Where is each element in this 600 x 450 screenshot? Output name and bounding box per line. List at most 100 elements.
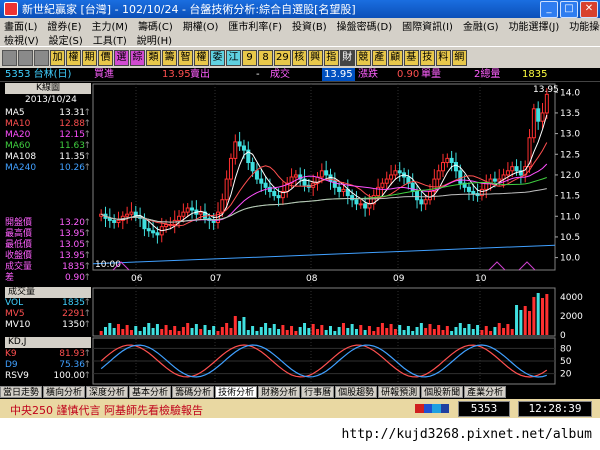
menu-item[interactable]: 檢視(V) bbox=[4, 35, 39, 47]
volume-bar bbox=[437, 325, 441, 335]
toolbar-button[interactable]: 江 bbox=[226, 50, 241, 66]
volume-bar bbox=[220, 327, 224, 335]
toolbar-button[interactable]: 29 bbox=[274, 50, 291, 66]
arrow-icon: ↑ bbox=[83, 229, 91, 239]
toolbar-button[interactable]: 權 bbox=[194, 50, 209, 66]
menu-item[interactable]: 籌碼(C) bbox=[137, 21, 173, 33]
toolbar-button[interactable]: 競 bbox=[355, 50, 371, 66]
volume-bar bbox=[173, 326, 177, 335]
menu-item[interactable]: 主力(M) bbox=[91, 21, 128, 33]
menu-item[interactable]: 證券(E) bbox=[47, 21, 82, 33]
volume-bar bbox=[225, 323, 229, 335]
menu-item[interactable]: 國際資訊(I) bbox=[402, 21, 453, 33]
menu-item[interactable]: 匯市利率(F) bbox=[228, 21, 282, 33]
toolbar-button[interactable]: 財 bbox=[339, 50, 355, 66]
tab-item[interactable]: 技術分析 bbox=[215, 386, 258, 398]
volume-bar bbox=[160, 329, 164, 335]
maximize-icon[interactable]: □ bbox=[560, 1, 578, 18]
candle-body bbox=[116, 219, 121, 223]
toolbar-button[interactable]: 指 bbox=[323, 50, 339, 66]
tab-item[interactable]: 籌碼分析 bbox=[172, 386, 215, 398]
kd-value: 81.93 bbox=[59, 349, 85, 359]
candle-body bbox=[419, 199, 424, 205]
grid-icon[interactable] bbox=[18, 50, 33, 66]
toolbar-button[interactable]: 料 bbox=[435, 50, 451, 66]
chart-icon[interactable] bbox=[2, 50, 17, 66]
window-icon[interactable] bbox=[34, 50, 49, 66]
toolbar-button[interactable]: 網 bbox=[451, 50, 467, 66]
minimize-icon[interactable]: _ bbox=[540, 1, 558, 18]
candle-body bbox=[107, 217, 112, 221]
watermark-url: http://kujd3268.pixnet.net/album bbox=[341, 427, 592, 442]
stock-code-field[interactable]: 5353 bbox=[458, 401, 510, 417]
volume-bar bbox=[272, 324, 276, 335]
tab-item[interactable]: 研報預測 bbox=[378, 386, 421, 398]
volume-bar bbox=[307, 328, 311, 335]
volume-row: MV5 2291 ↑ bbox=[5, 309, 91, 320]
y-tick-label: 13.0 bbox=[560, 130, 580, 140]
ohlc-row: 最低價 13.05 ↑ bbox=[5, 240, 91, 251]
menu-item[interactable]: 設定(S) bbox=[48, 35, 83, 47]
tab-item[interactable]: 行事曆 bbox=[301, 386, 335, 398]
tab-item[interactable]: 個股新聞 bbox=[421, 386, 464, 398]
menu-item[interactable]: 工具(T) bbox=[92, 35, 127, 47]
toolbar-button[interactable]: 期 bbox=[82, 50, 97, 66]
tab-item[interactable]: 基本分析 bbox=[129, 386, 172, 398]
toolbar-button[interactable]: 顧 bbox=[387, 50, 403, 66]
toolbar-button[interactable]: 核 bbox=[291, 50, 307, 66]
toolbar-button[interactable]: 權 bbox=[66, 50, 81, 66]
volume-axis-label: 2000 bbox=[560, 312, 583, 322]
ma-label: MA240 bbox=[5, 163, 37, 173]
close-icon[interactable]: ✕ bbox=[580, 1, 598, 18]
volume-bar bbox=[398, 325, 402, 335]
tab-item[interactable]: 當日走勢 bbox=[0, 386, 43, 398]
candle-body bbox=[466, 186, 471, 192]
chart-date: 2013/10/24 bbox=[25, 95, 77, 105]
kd-axis-label: 20 bbox=[560, 370, 572, 380]
toolbar-button[interactable]: 加 bbox=[50, 50, 65, 66]
toolbar-button[interactable]: 委 bbox=[210, 50, 225, 66]
candle-body bbox=[531, 108, 536, 139]
toolbar-button[interactable]: 類 bbox=[146, 50, 161, 66]
ohlc-row: 最高價 13.95 ↑ bbox=[5, 229, 91, 240]
tab-item[interactable]: 個股趨勢 bbox=[335, 386, 378, 398]
toolbar-button[interactable]: 選 bbox=[114, 50, 129, 66]
menu-item[interactable]: 說明(H) bbox=[136, 35, 173, 47]
tab-item[interactable]: 產業分析 bbox=[464, 386, 507, 398]
toolbar-button[interactable]: 產 bbox=[371, 50, 387, 66]
y-tick-label: 12.0 bbox=[560, 171, 580, 181]
volume-bar bbox=[372, 331, 376, 335]
kd-label: D9 bbox=[5, 360, 18, 370]
chart-area[interactable]: 14.013.513.012.512.011.511.010.510.006 07… bbox=[0, 0, 600, 386]
candle-body bbox=[263, 182, 268, 188]
toolbar-button[interactable]: 智 bbox=[178, 50, 193, 66]
toolbar-button[interactable]: 8 bbox=[258, 50, 273, 66]
volume-bar bbox=[190, 328, 194, 335]
menu-item[interactable]: 投資(B) bbox=[291, 21, 327, 33]
volume-bar bbox=[285, 330, 289, 335]
menu-item[interactable]: 畫面(L) bbox=[4, 21, 38, 33]
toolbar-button[interactable]: 籌 bbox=[162, 50, 177, 66]
menu-item[interactable]: 功能操作(P) bbox=[569, 21, 600, 33]
tab-item[interactable]: 財務分析 bbox=[258, 386, 301, 398]
volume-bar bbox=[515, 305, 519, 335]
menu-item[interactable]: 金融(G) bbox=[462, 21, 499, 33]
tab-item[interactable]: 深度分析 bbox=[86, 386, 129, 398]
toolbar-button[interactable]: 9 bbox=[242, 50, 257, 66]
candle-body bbox=[289, 176, 294, 184]
toolbar-button[interactable]: 興 bbox=[307, 50, 323, 66]
ma-label: MA5 bbox=[5, 108, 25, 118]
toolbar-button[interactable]: 基 bbox=[403, 50, 419, 66]
volume-bar bbox=[424, 328, 428, 335]
toolbar-button[interactable]: 技 bbox=[419, 50, 435, 66]
toolbar-button[interactable]: 綜 bbox=[130, 50, 145, 66]
toolbar-button[interactable]: 價 bbox=[98, 50, 113, 66]
menu-item[interactable]: 功能選擇(J) bbox=[508, 21, 560, 33]
kline-button[interactable]: K線圖 bbox=[5, 83, 91, 94]
arrow-icon: ↑ bbox=[83, 262, 91, 272]
tab-item[interactable]: 橫向分析 bbox=[43, 386, 86, 398]
menu-item[interactable]: 操盤密碼(D) bbox=[336, 21, 393, 33]
menu-item[interactable]: 期權(O) bbox=[182, 21, 219, 33]
volume-bar bbox=[359, 325, 363, 335]
candle-body bbox=[332, 180, 337, 188]
